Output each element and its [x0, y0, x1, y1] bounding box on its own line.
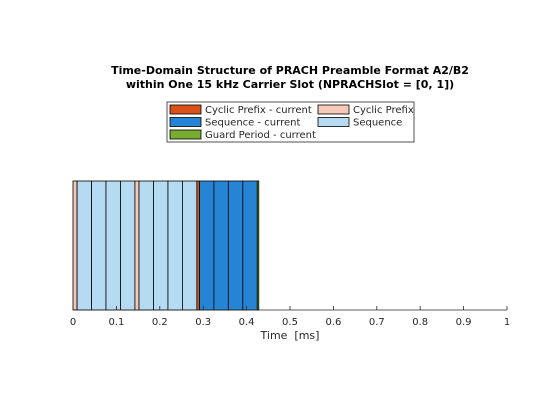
- x-tick-label: 0.2: [152, 317, 168, 328]
- legend-label: Sequence: [353, 118, 402, 129]
- segment: [256, 180, 260, 311]
- segment: [138, 180, 154, 311]
- segment: [242, 180, 258, 311]
- x-tick-label: 0.1: [108, 317, 124, 328]
- legend-swatch: [317, 104, 350, 115]
- x-tick-label: 1: [504, 317, 510, 328]
- legend-label: Sequence - current: [205, 118, 300, 129]
- segment: [213, 180, 229, 311]
- x-tick-label: 0.9: [456, 317, 472, 328]
- x-tick-label: 0.4: [239, 317, 255, 328]
- legend-label: Cyclic Prefix: [353, 105, 414, 116]
- x-tick-label: 0.6: [325, 317, 341, 328]
- legend-box: [166, 101, 415, 143]
- segment: [72, 180, 78, 311]
- legend-swatch: [317, 117, 350, 127]
- segment: [182, 180, 198, 311]
- x-tick-label: 0.7: [369, 317, 385, 328]
- x-axis-label: Time [ms]: [260, 329, 320, 342]
- segment: [120, 180, 136, 311]
- legend-swatch: [169, 104, 202, 115]
- segment: [134, 180, 140, 311]
- chart-title: Time-Domain Structure of PRACH Preamble …: [111, 64, 469, 77]
- segment: [105, 180, 121, 311]
- x-tick-label: 0.8: [412, 317, 428, 328]
- chart-title: within One 15 kHz Carrier Slot (NPRACHSl…: [126, 78, 454, 91]
- segment: [199, 180, 215, 311]
- x-tick-label: 0.3: [195, 317, 211, 328]
- legend-label: Cyclic Prefix - current: [205, 105, 312, 116]
- segment: [153, 180, 169, 311]
- legend-swatch: [169, 129, 202, 140]
- segment: [76, 180, 92, 311]
- legend-swatch: [169, 117, 202, 127]
- x-tick-label: 0.5: [282, 317, 298, 328]
- legend-label: Guard Period - current: [205, 130, 316, 141]
- x-tick-label: 0: [70, 317, 76, 328]
- segment: [91, 180, 107, 311]
- segment: [227, 180, 244, 311]
- segment: [167, 180, 183, 311]
